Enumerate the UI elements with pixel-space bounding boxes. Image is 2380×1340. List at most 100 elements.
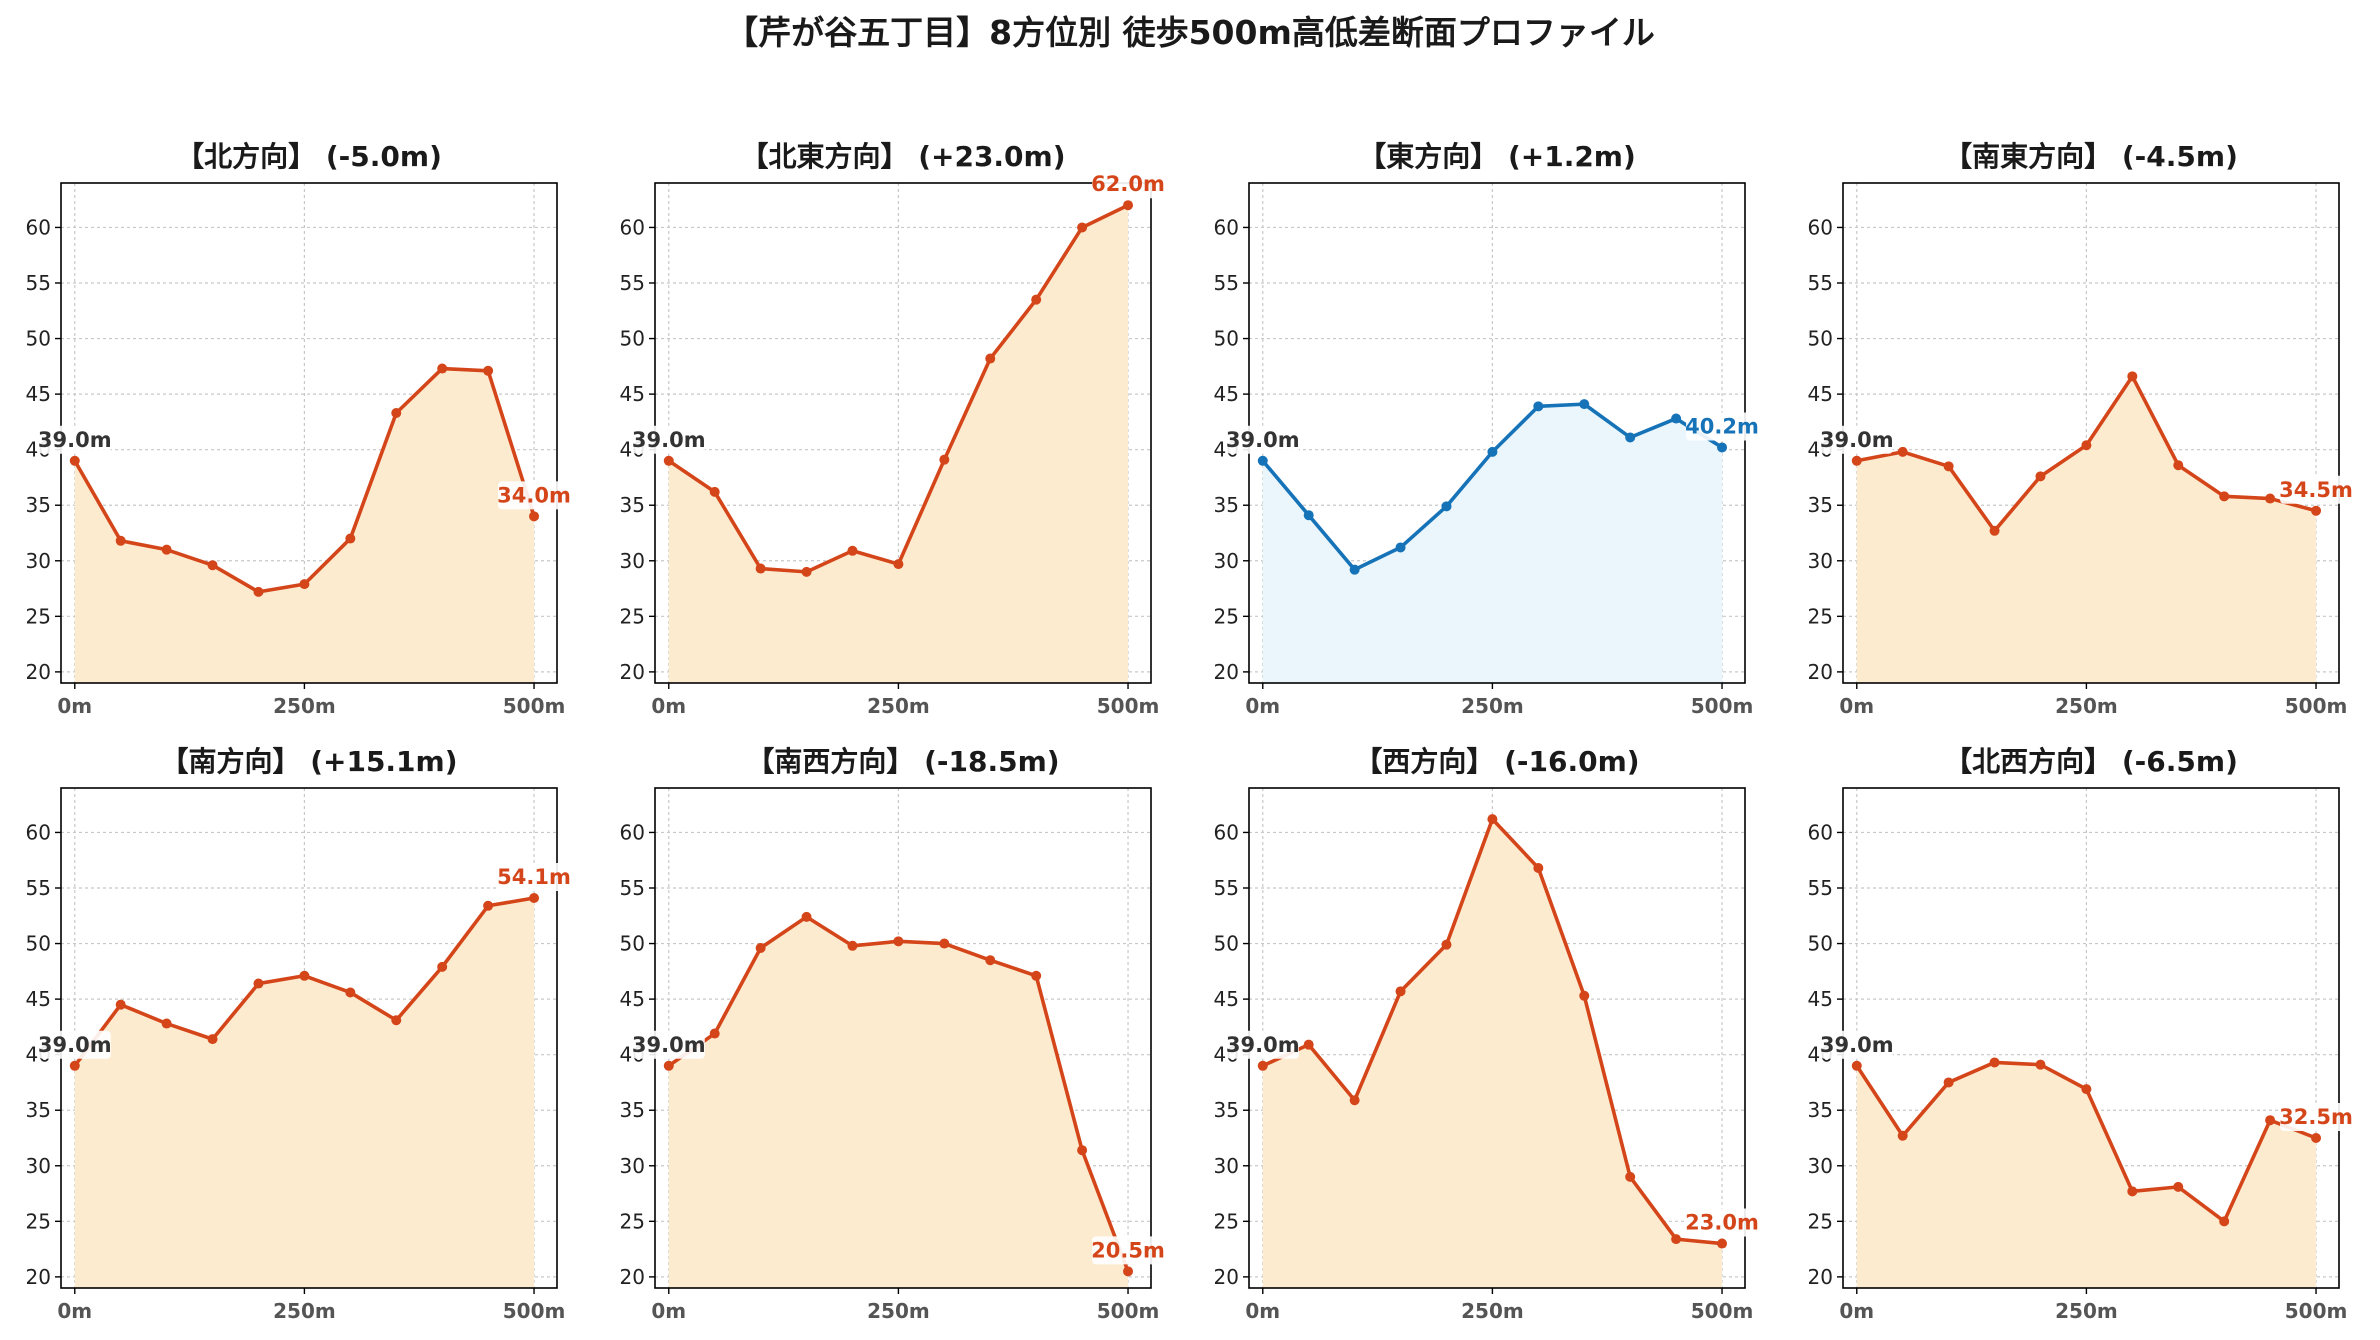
y-tick-label: 60 [26,820,51,844]
x-tick-label: 250m [867,1299,930,1323]
y-tick-label: 30 [1808,1154,1833,1178]
data-point [437,363,448,374]
elevation-area [1856,1062,2317,1288]
data-point [2081,1084,2092,1095]
data-point [1123,200,1134,211]
data-point [1851,1060,1862,1071]
y-tick-label: 50 [1214,327,1239,351]
data-point [69,455,80,466]
data-point [939,938,950,949]
start-elevation-label-background [1820,1030,1893,1059]
data-point [2265,493,2276,504]
data-point [1349,564,1360,575]
data-point [1441,501,1452,512]
y-tick-label: 55 [1214,876,1239,900]
data-point [253,978,264,989]
start-elevation-label-background [1226,425,1299,454]
data-point [1533,863,1544,873]
y-tick-label: 45 [1808,987,1833,1011]
data-point [2219,491,2230,502]
data-point [207,1034,218,1045]
end-elevation-label-background [498,863,571,891]
data-point [1717,442,1728,453]
y-tick-label: 35 [26,493,51,517]
start-elevation-label-background [1820,425,1893,454]
y-tick-label: 35 [1808,493,1833,517]
y-tick-label: 50 [1808,327,1833,351]
y-tick-label: 25 [1214,1209,1239,1233]
panel-title: 【南西方向】 (-18.5m) [746,745,1059,778]
y-tick-label: 20 [1808,1265,1833,1289]
y-tick-label: 35 [620,1098,645,1122]
y-tick-label: 25 [26,604,51,628]
elevation-area [74,368,535,683]
data-point [847,940,858,951]
y-tick-label: 20 [1214,1265,1239,1289]
data-point [483,900,494,911]
data-point [1395,542,1406,553]
y-tick-label: 55 [26,876,51,900]
y-tick-label: 60 [620,215,645,239]
data-point [2035,471,2046,482]
end-elevation-label: 20.5m [1091,1238,1165,1262]
data-point [1257,455,1268,466]
data-point [1123,1266,1134,1277]
start-elevation-label: 39.0m [38,1033,112,1057]
y-tick-label: 20 [1214,660,1239,684]
end-elevation-label: 23.0m [1685,1211,1759,1235]
end-elevation-label: 32.5m [2279,1105,2353,1129]
data-point [1897,1130,1908,1141]
data-point [2265,1115,2276,1126]
data-point [709,1028,720,1039]
y-tick-label: 45 [620,987,645,1011]
panel-title: 【北東方向】 (+23.0m) [740,140,1065,173]
end-elevation-label: 62.0m [1091,172,1165,196]
data-point [1077,1145,1088,1156]
elevation-area [1856,376,2317,683]
data-point [1349,1095,1360,1106]
data-point [299,970,310,981]
data-point [1625,432,1636,443]
data-point [1031,294,1042,305]
y-tick-label: 55 [1214,271,1239,295]
x-tick-label: 250m [273,694,336,718]
data-point [939,454,950,465]
data-point [2035,1059,2046,1070]
y-tick-label: 55 [620,876,645,900]
data-point [709,486,720,497]
y-tick-label: 60 [620,820,645,844]
data-point [1533,401,1544,412]
y-tick-label: 35 [620,493,645,517]
start-elevation-label-background [38,425,111,454]
data-point [115,535,126,546]
y-tick-label: 45 [1214,382,1239,406]
end-elevation-label: 34.5m [2279,478,2353,502]
data-point [1671,413,1682,424]
start-elevation-label-background [632,1030,705,1059]
y-tick-label: 45 [620,382,645,406]
x-tick-label: 250m [1461,694,1524,718]
end-elevation-label-background [1686,412,1759,441]
y-tick-label: 45 [26,382,51,406]
y-tick-label: 25 [1808,604,1833,628]
y-tick-label: 60 [1214,215,1239,239]
data-point [1989,1057,2000,1068]
data-point [391,408,402,418]
data-point [893,559,904,570]
elevation-area [1262,404,1723,683]
panel-title: 【東方向】 (+1.2m) [1358,140,1636,173]
y-tick-label: 55 [620,271,645,295]
data-point [1989,525,2000,536]
data-point [1671,1234,1682,1245]
data-point [529,511,540,522]
x-tick-label: 0m [57,694,92,718]
data-point [2311,505,2322,516]
start-elevation-label: 39.0m [38,428,112,452]
data-point [1031,970,1042,981]
